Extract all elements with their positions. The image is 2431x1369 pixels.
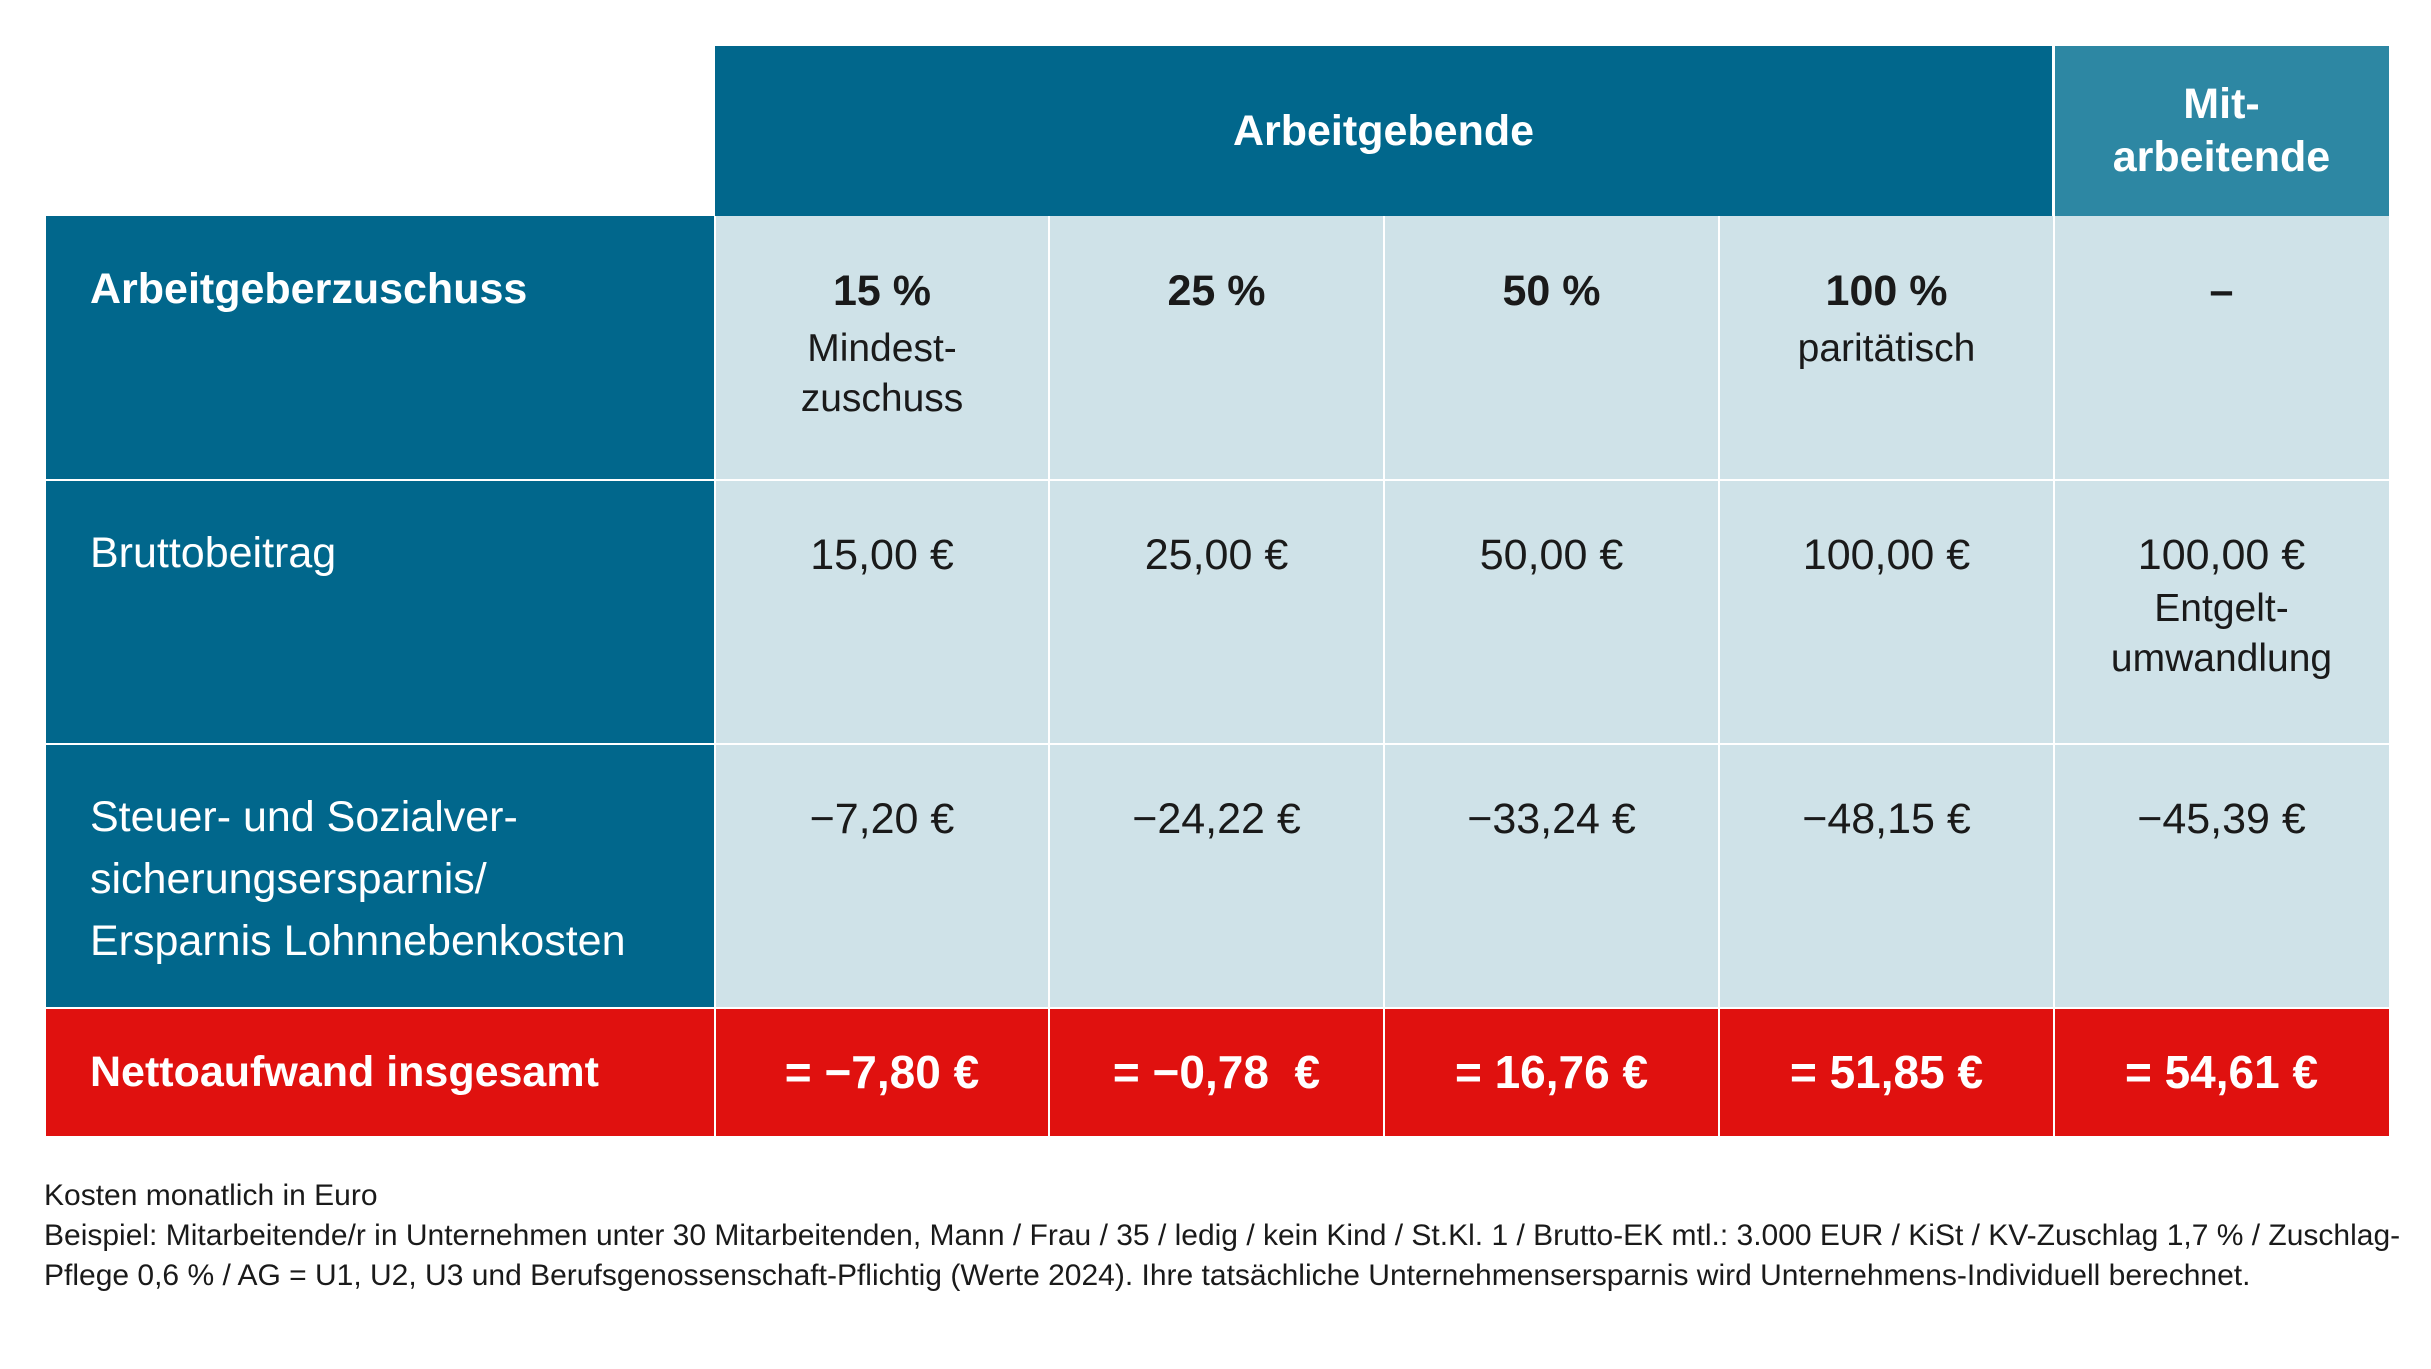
grid-divider [2053, 46, 2055, 1136]
net-cell-50: = 16,76 € [1384, 1008, 1719, 1136]
gross-cell-15: 15,00 € [715, 480, 1049, 744]
contribution-cell-employee: – [2054, 216, 2389, 480]
gross-cell-50: 50,00 € [1384, 480, 1719, 744]
contribution-cell-15: 15 % Mindest- zuschuss [715, 216, 1049, 480]
row-label-gross: Bruttobeitrag [46, 480, 715, 744]
row-label-contribution: Arbeitgeberzuschuss [46, 216, 715, 480]
net-cell-15: = −7,80 € [715, 1008, 1049, 1136]
header-employees: Mit- arbeitende [2054, 46, 2389, 216]
net-cell-25: = −0,78 € [1049, 1008, 1384, 1136]
savings-cell-50: −33,24 € [1384, 744, 1719, 1008]
grid-divider [46, 743, 2389, 745]
row-label-net: Nettoaufwand insgesamt [46, 1008, 715, 1136]
savings-cell-25: −24,22 € [1049, 744, 1384, 1008]
grid-divider [1048, 216, 1050, 1136]
header-employers-label: Arbeitgebende [1232, 106, 1535, 155]
grid-divider [46, 1007, 2389, 1009]
header-employers: Arbeitgebende [715, 46, 2052, 216]
grid-divider [1718, 216, 1720, 1136]
savings-cell-100: −48,15 € [1719, 744, 2054, 1008]
contribution-cell-50: 50 % [1384, 216, 1719, 480]
savings-cell-15: −7,20 € [715, 744, 1049, 1008]
header-employees-label: Mit- arbeitende [2112, 80, 2331, 181]
grid-divider [46, 479, 2389, 481]
contribution-cell-100: 100 % paritätisch [1719, 216, 2054, 480]
gross-cell-100: 100,00 € [1719, 480, 2054, 744]
net-cell-employee: = 54,61 € [2054, 1008, 2389, 1136]
grid-divider [714, 216, 716, 1136]
contribution-cell-25: 25 % [1049, 216, 1384, 480]
footnote-line2: Beispiel: Mitarbeitende/r in Unternehmen… [44, 1219, 2401, 1292]
net-cell-100: = 51,85 € [1719, 1008, 2054, 1136]
footnote-line1: Kosten monatlich in Euro [44, 1179, 378, 1212]
row-label-savings: Steuer- und Sozialver- sicherungsersparn… [46, 744, 715, 1008]
gross-cell-employee: 100,00 € Entgelt- umwandlung [2054, 480, 2389, 744]
footnote: Kosten monatlich in Euro Beispiel: Mitar… [44, 1176, 2404, 1296]
savings-cell-employee: −45,39 € [2054, 744, 2389, 1008]
gross-cell-25: 25,00 € [1049, 480, 1384, 744]
grid-divider [1383, 216, 1385, 1136]
